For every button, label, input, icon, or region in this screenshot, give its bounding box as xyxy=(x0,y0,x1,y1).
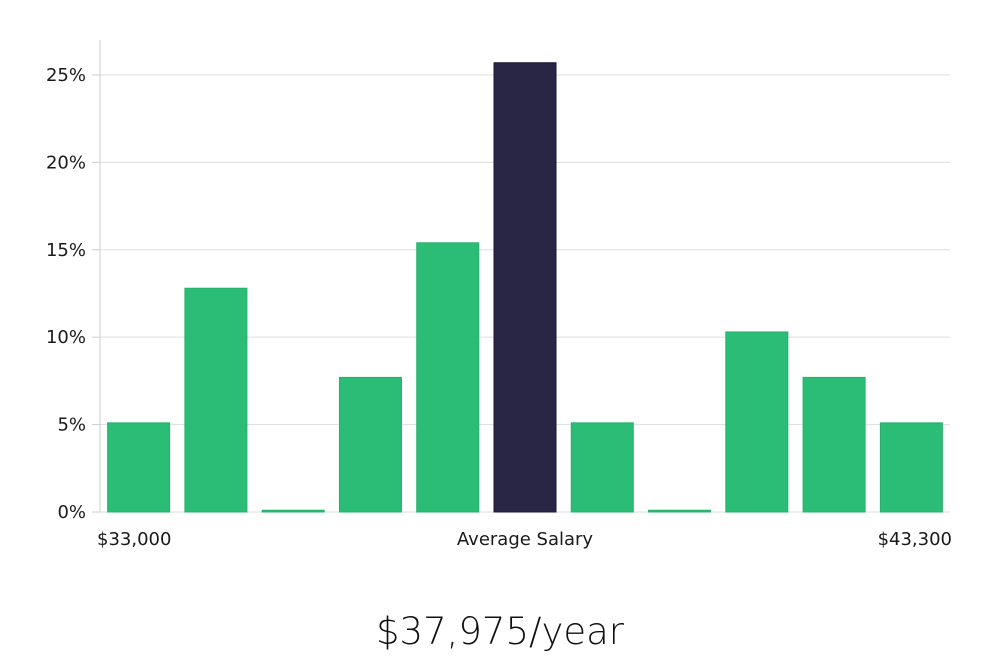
bar xyxy=(107,422,171,513)
y-tick-label: 0% xyxy=(57,502,86,523)
average-salary-figure: $37,975/year xyxy=(375,610,624,653)
bar xyxy=(648,509,712,513)
bar xyxy=(802,376,866,513)
bar xyxy=(416,242,480,513)
y-tick-label: 20% xyxy=(46,152,86,173)
bar xyxy=(261,509,325,513)
y-tick-labels: 0% 5% 10% 15% 20% 25% xyxy=(46,65,86,523)
y-tick-label: 25% xyxy=(46,65,86,86)
bar xyxy=(570,422,634,513)
bar xyxy=(338,376,402,513)
x-start-label: $33,000 xyxy=(97,529,172,550)
y-tick-label: 10% xyxy=(46,327,86,348)
bar xyxy=(879,422,943,513)
y-tick-label: 15% xyxy=(46,240,86,261)
y-tick-label: 5% xyxy=(57,415,86,436)
x-center-label: Average Salary xyxy=(456,529,594,550)
bar xyxy=(725,331,789,513)
x-end-label: $43,300 xyxy=(877,529,952,550)
bars xyxy=(107,62,943,513)
salary-histogram: 0% 5% 10% 15% 20% 25% xyxy=(46,40,950,523)
bar xyxy=(184,287,248,513)
bar-highlight xyxy=(493,62,557,513)
